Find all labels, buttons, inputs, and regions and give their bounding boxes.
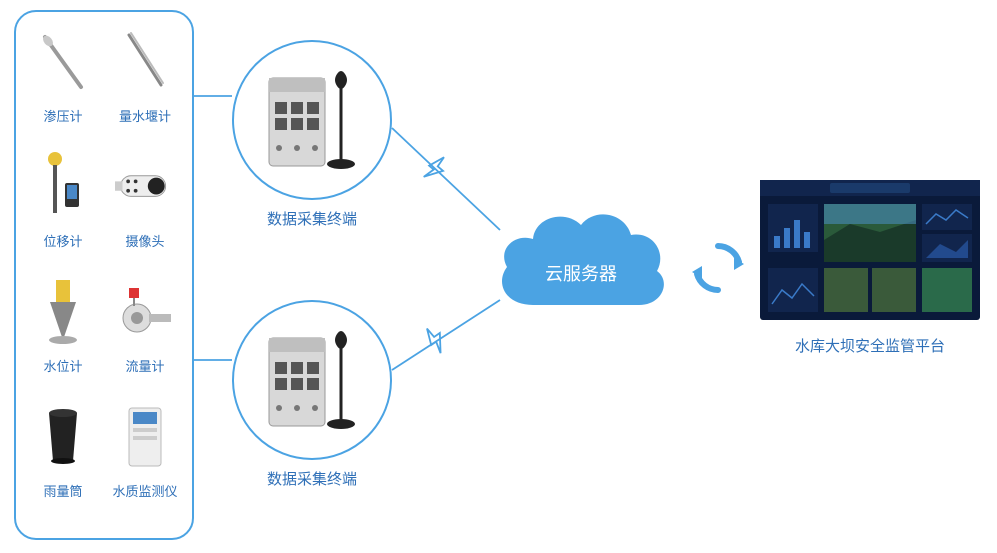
waterlevel-icon — [33, 272, 93, 352]
sensor-label: 流量计 — [105, 356, 185, 375]
sensor-label: 量水堰计 — [105, 106, 185, 125]
sensor-piezometer: 渗压计 — [23, 22, 103, 125]
sensor-waterquality: 水质监测仪 — [105, 397, 185, 500]
waterquality-icon — [115, 397, 175, 477]
displacement-icon — [33, 147, 93, 227]
dashboard-icon — [760, 180, 980, 320]
flowmeter-icon — [115, 272, 175, 352]
sensor-label: 渗压计 — [23, 106, 103, 125]
router-icon — [257, 320, 367, 440]
sensor-raingauge: 雨量筒 — [23, 397, 103, 500]
terminal-bottom-label: 数据采集终端 — [232, 468, 392, 489]
camera-icon — [115, 147, 175, 227]
router-icon — [257, 60, 367, 180]
sync-icon — [690, 240, 746, 301]
sensor-camera: 摄像头 — [105, 147, 185, 250]
bolt-icon — [421, 153, 450, 183]
bolt-icon — [422, 324, 450, 355]
platform-dashboard — [760, 180, 980, 325]
platform-label: 水库大坝安全监管平台 — [760, 335, 980, 356]
sensor-label: 位移计 — [23, 231, 103, 250]
cloud-label: 云服务器 — [545, 260, 617, 286]
sensor-panel: 渗压计 量水堰计 位移计 摄像头 水位计 — [14, 10, 194, 540]
terminal-top-label: 数据采集终端 — [232, 208, 392, 229]
weir-icon — [115, 22, 175, 102]
sensor-displacement: 位移计 — [23, 147, 103, 250]
sensor-label: 摄像头 — [105, 231, 185, 250]
sensor-weir: 量水堰计 — [105, 22, 185, 125]
sensor-label: 雨量筒 — [23, 481, 103, 500]
sensor-flowmeter: 流量计 — [105, 272, 185, 375]
raingauge-icon — [33, 397, 93, 477]
line-bottom-cloud — [392, 300, 500, 370]
sensor-label: 水质监测仪 — [105, 481, 185, 500]
piezometer-icon — [33, 22, 93, 102]
sensor-waterlevel: 水位计 — [23, 272, 103, 375]
line-top-cloud — [392, 128, 500, 230]
terminal-bottom — [232, 300, 392, 460]
terminal-top — [232, 40, 392, 200]
sensor-label: 水位计 — [23, 356, 103, 375]
